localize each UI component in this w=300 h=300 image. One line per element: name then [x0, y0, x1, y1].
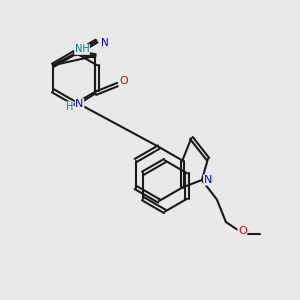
Text: N: N	[204, 175, 212, 185]
Text: N: N	[101, 38, 109, 48]
Text: O: O	[119, 76, 128, 86]
Text: O: O	[238, 226, 247, 236]
Text: H: H	[66, 102, 73, 112]
Text: NH: NH	[75, 44, 89, 54]
Text: N: N	[75, 99, 84, 109]
